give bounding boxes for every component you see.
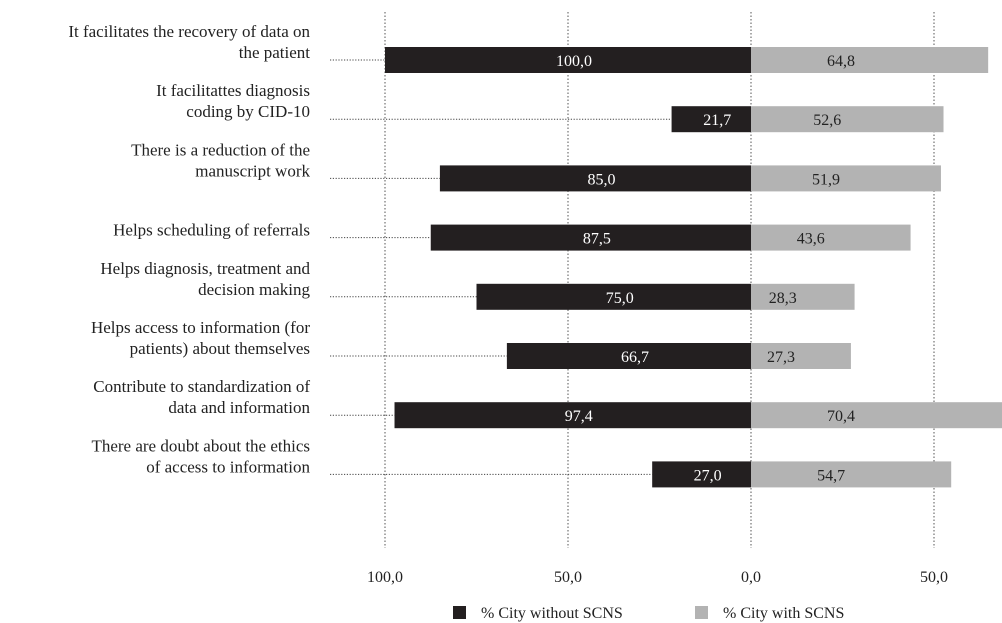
bar-label-without-scns: 100,0 — [556, 53, 592, 70]
x-axis-ticks: 100,0 50,0 0,0 50,0 — [367, 569, 948, 586]
x-tick-label: 50,0 — [554, 569, 582, 586]
legend-label-without-scns: % City without SCNS — [481, 605, 623, 622]
bar-with-scns — [751, 47, 988, 73]
bar-with-scns — [751, 165, 941, 191]
bar-label-with-scns: 28,3 — [769, 290, 797, 307]
x-tick-label: 100,0 — [367, 569, 403, 586]
bar-label-without-scns: 21,7 — [703, 112, 731, 129]
x-tick-label: 0,0 — [741, 569, 761, 586]
bar-label-without-scns: 66,7 — [621, 349, 649, 366]
bar-label-with-scns: 64,8 — [827, 53, 855, 70]
category-label: patients) about themselves — [130, 339, 310, 358]
category-label: Helps diagnosis, treatment and — [100, 259, 310, 278]
legend-label-with-scns: % City with SCNS — [723, 605, 844, 622]
category-label: the patient — [239, 43, 311, 62]
category-label: Helps access to information (for — [91, 318, 310, 337]
bar-label-without-scns: 85,0 — [587, 171, 615, 188]
category-label: decision making — [198, 280, 310, 299]
bar-label-with-scns: 70,4 — [827, 408, 855, 425]
bar-label-with-scns: 52,6 — [813, 112, 841, 129]
category-label: coding by CID-10 — [186, 102, 310, 121]
category-label: data and information — [168, 398, 310, 417]
x-tick-label: 50,0 — [920, 569, 948, 586]
category-labels: It facilitates the recovery of data on th… — [68, 22, 310, 476]
bar-with-scns — [751, 402, 1002, 428]
bar-label-with-scns: 54,7 — [817, 467, 845, 484]
category-label: Helps scheduling of referrals — [113, 221, 310, 240]
category-label: There are doubt about the ethics — [91, 436, 310, 455]
category-label: manuscript work — [195, 161, 310, 180]
bars: 100,0 64,8 21,7 52,6 85,0 51,9 87,5 43,6 75,0 28,… — [385, 47, 1002, 487]
bar-with-scns — [751, 225, 911, 251]
bar-label-with-scns: 43,6 — [797, 231, 825, 248]
bar-label-without-scns: 75,0 — [606, 290, 634, 307]
category-label: Contribute to standardization of — [93, 377, 310, 396]
bar-label-without-scns: 97,4 — [565, 408, 593, 425]
bar-with-scns — [751, 106, 944, 132]
legend: % City without SCNS % City with SCNS — [453, 605, 844, 622]
bar-label-without-scns: 27,0 — [694, 467, 722, 484]
bar-label-without-scns: 87,5 — [583, 231, 611, 248]
legend-swatch-with-scns — [695, 606, 708, 619]
bar-with-scns — [751, 461, 951, 487]
bar-label-with-scns: 51,9 — [812, 171, 840, 188]
category-label: There is a reduction of the — [131, 140, 310, 159]
category-label: It facilitattes diagnosis — [156, 81, 310, 100]
category-label: It facilitates the recovery of data on — [68, 22, 310, 41]
legend-swatch-without-scns — [453, 606, 466, 619]
bar-with-scns — [751, 284, 855, 310]
category-label: of access to information — [146, 457, 310, 476]
bar-label-with-scns: 27,3 — [767, 349, 795, 366]
